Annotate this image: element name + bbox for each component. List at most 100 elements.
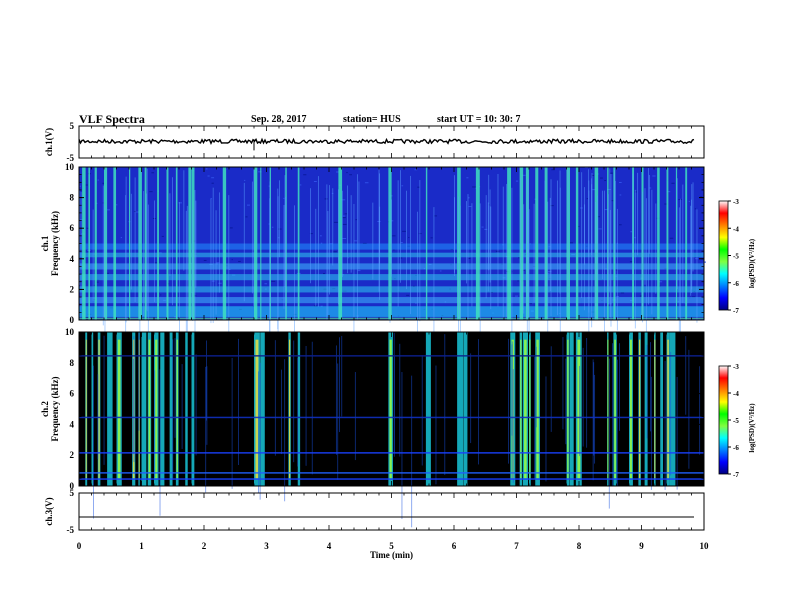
noise-speck bbox=[611, 200, 614, 202]
noise-speck bbox=[467, 197, 470, 199]
noise-speck bbox=[333, 251, 337, 253]
faint-emission bbox=[685, 336, 687, 415]
date-label: Sep. 28, 2017 bbox=[251, 114, 307, 125]
noise-speck bbox=[344, 213, 347, 215]
noise-speck bbox=[652, 175, 656, 177]
burst bbox=[104, 167, 108, 320]
faint-emission bbox=[645, 198, 647, 333]
noise-speck bbox=[669, 237, 674, 239]
noise-speck bbox=[391, 220, 394, 222]
faint-emission bbox=[549, 197, 551, 291]
noise-speck bbox=[408, 237, 410, 239]
noise-speck bbox=[694, 258, 698, 260]
noise-speck bbox=[468, 257, 471, 259]
burst-core bbox=[117, 339, 121, 479]
faint-emission bbox=[93, 365, 94, 519]
burst-core bbox=[577, 339, 581, 479]
noise-speck bbox=[392, 235, 396, 237]
faint-emission bbox=[478, 339, 480, 465]
noise-speck bbox=[609, 172, 614, 174]
burst bbox=[657, 167, 660, 320]
burst-core bbox=[511, 339, 515, 479]
noise-speck bbox=[341, 199, 346, 201]
faint-emission bbox=[259, 362, 261, 500]
burst bbox=[544, 167, 548, 320]
burst bbox=[188, 167, 192, 320]
x-tick-label: 8 bbox=[577, 541, 582, 551]
faint-emission bbox=[490, 206, 492, 310]
noise-speck bbox=[671, 182, 675, 184]
faint-emission bbox=[195, 354, 197, 456]
faint-emission bbox=[591, 173, 593, 287]
faint-emission bbox=[597, 195, 598, 280]
faint-emission bbox=[279, 180, 280, 258]
x-tick-label: 4 bbox=[327, 541, 332, 551]
faint-emission bbox=[696, 209, 698, 323]
burst bbox=[535, 167, 539, 320]
burst bbox=[141, 332, 147, 486]
faint-emission bbox=[186, 205, 188, 337]
faint-emission bbox=[104, 205, 106, 342]
faint-emission bbox=[215, 210, 217, 315]
noise-speck bbox=[515, 180, 519, 182]
x-tick-label: 6 bbox=[452, 541, 457, 551]
faint-emission bbox=[670, 351, 672, 476]
waveform-trace bbox=[78, 137, 695, 146]
burst-core bbox=[85, 339, 87, 479]
noise-speck bbox=[357, 270, 361, 272]
faint-emission bbox=[97, 374, 99, 459]
faint-emission bbox=[502, 186, 504, 318]
burst bbox=[660, 332, 664, 486]
faint-emission bbox=[586, 338, 588, 448]
burst bbox=[166, 167, 169, 320]
faint-emission bbox=[617, 359, 618, 486]
noise-speck bbox=[364, 182, 369, 184]
noise-speck bbox=[393, 249, 395, 251]
faint-emission bbox=[435, 365, 437, 485]
noise-speck bbox=[472, 186, 476, 188]
faint-emission bbox=[581, 172, 583, 299]
burst bbox=[222, 167, 227, 320]
faint-emission bbox=[595, 201, 597, 320]
faint-emission bbox=[172, 177, 173, 306]
noise-speck bbox=[258, 171, 262, 173]
noise-speck bbox=[229, 227, 233, 229]
faint-emission bbox=[358, 181, 360, 270]
faint-emission bbox=[327, 211, 329, 316]
faint-emission bbox=[350, 195, 352, 273]
faint-emission bbox=[535, 346, 537, 428]
x-tick-label: 2 bbox=[202, 541, 207, 551]
burst-core bbox=[567, 339, 569, 479]
faint-emission bbox=[644, 188, 646, 285]
faint-emission bbox=[650, 376, 652, 490]
y-tick-label: 6 bbox=[70, 389, 75, 399]
faint-emission bbox=[411, 375, 413, 528]
burst bbox=[425, 332, 431, 486]
x-tick-label: 10 bbox=[700, 541, 710, 551]
faint-emission bbox=[559, 187, 561, 337]
faint-emission bbox=[616, 208, 618, 331]
faint-emission bbox=[470, 353, 472, 444]
noise-speck bbox=[277, 237, 280, 239]
faint-emission bbox=[339, 337, 341, 433]
noise-speck bbox=[683, 316, 685, 318]
noise-speck bbox=[402, 230, 406, 232]
faint-emission bbox=[579, 365, 580, 457]
faint-emission bbox=[337, 363, 339, 480]
y-tick-label: 6 bbox=[70, 223, 75, 233]
burst bbox=[669, 332, 676, 486]
faint-emission bbox=[315, 208, 317, 307]
noise-speck bbox=[634, 191, 637, 193]
noise-speck bbox=[271, 226, 274, 228]
faint-emission bbox=[593, 362, 595, 456]
burst-core bbox=[389, 339, 392, 479]
noise-speck bbox=[620, 292, 625, 294]
burst bbox=[88, 167, 90, 320]
faint-emission bbox=[181, 364, 183, 449]
faint-emission bbox=[401, 372, 403, 520]
faint-emission bbox=[133, 335, 135, 463]
faint-emission bbox=[311, 341, 313, 475]
noise-speck bbox=[354, 240, 358, 242]
y-tick-label: 8 bbox=[70, 193, 75, 203]
x-tick-label: 9 bbox=[639, 541, 644, 551]
